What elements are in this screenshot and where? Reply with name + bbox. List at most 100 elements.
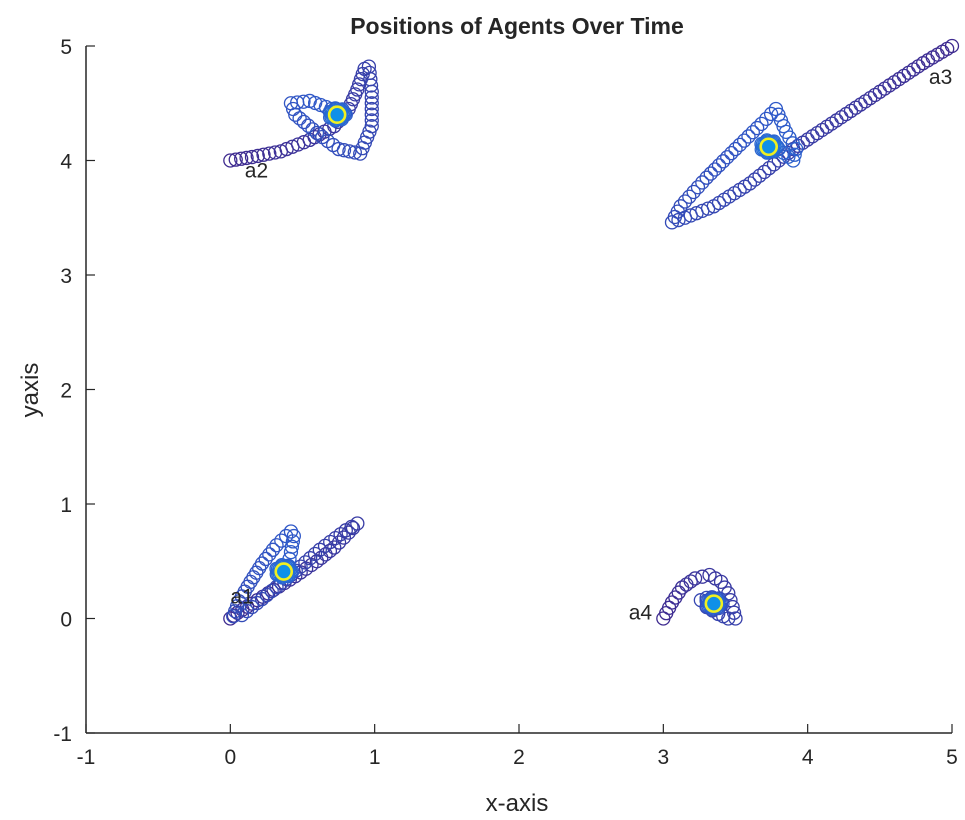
trajectory-point	[254, 591, 270, 607]
trajectory-point	[331, 535, 347, 550]
trajectory-point	[363, 78, 379, 93]
axes: -1 0 1 2 3 4 5 -1 0 1 2 3 4 5	[53, 36, 958, 769]
trajectory-point	[747, 172, 762, 187]
x-tick-label: 5	[946, 746, 958, 769]
trajectory-point	[256, 147, 271, 162]
trajectory-point	[244, 599, 260, 615]
trajectory-point	[353, 146, 368, 161]
trajectory-point	[695, 175, 710, 190]
trajectory-point	[673, 199, 688, 214]
agent-trajectory-a3	[664, 38, 960, 230]
trajectory-point	[264, 583, 279, 599]
x-tick-label: 1	[369, 746, 381, 769]
agent-label: a3	[929, 66, 952, 89]
x-tick-label: 0	[224, 746, 236, 769]
trajectory-point	[364, 107, 379, 122]
trajectory-point	[296, 114, 312, 130]
trajectory-point	[228, 152, 243, 167]
trajectory-point	[364, 90, 379, 105]
trajectory-point	[707, 162, 723, 177]
trajectory-point	[244, 149, 260, 165]
final-position-marker	[274, 562, 294, 581]
trajectory-point	[338, 523, 353, 538]
trajectory-point	[296, 94, 311, 109]
agent-label: a4	[629, 602, 653, 625]
trajectory-point	[699, 170, 714, 185]
trajectory-point	[781, 149, 796, 164]
trajectory-point	[285, 534, 301, 549]
final-position-marker	[704, 594, 724, 613]
trajectory-point	[364, 96, 379, 111]
trajectory-point	[265, 542, 281, 557]
trajectory-point	[298, 555, 313, 570]
trajectory-point	[682, 189, 697, 204]
trajectory-point	[752, 168, 767, 183]
trajectory-point	[787, 147, 802, 162]
trajectory-point	[745, 125, 760, 140]
trajectory-point	[754, 116, 769, 132]
agent-label: a2	[245, 160, 268, 183]
trajectory-point	[687, 571, 703, 586]
agent-trajectory-a4	[656, 567, 743, 626]
trajectory-point	[750, 120, 765, 136]
trajectory-point	[286, 528, 301, 544]
trajectory-point	[234, 607, 250, 623]
trajectory-point	[757, 164, 772, 180]
trajectory-point	[347, 145, 362, 160]
final-position-marker	[759, 137, 778, 157]
y-tick-label: 1	[60, 494, 72, 517]
x-axis-label: x-axis	[486, 790, 549, 817]
trajectory-point	[342, 144, 357, 159]
y-tick-label: 3	[60, 265, 72, 288]
x-tick-label: 2	[513, 746, 525, 769]
trajectory-point	[741, 129, 756, 144]
trajectory-point	[732, 137, 747, 153]
trajectory-point	[309, 125, 325, 141]
trajectory-point	[274, 533, 289, 548]
trajectory-point	[724, 145, 739, 161]
trajectory-point	[323, 534, 338, 550]
agent-trajectory-a1	[223, 516, 365, 626]
y-tick-label: -1	[53, 723, 72, 746]
trajectory-point	[309, 554, 325, 569]
trajectory-point	[763, 106, 779, 122]
chart-title: Positions of Agents Over Time	[350, 13, 684, 39]
trajectory-point	[715, 154, 731, 169]
y-tick-label: 0	[60, 609, 72, 632]
x-tick-label: -1	[77, 746, 96, 769]
trajectory-point	[283, 544, 299, 560]
trajectory-point	[303, 551, 318, 566]
trajectory-point	[364, 84, 379, 99]
trajectory-point	[762, 160, 777, 176]
y-tick-label: 5	[60, 36, 72, 59]
trajectory-point	[262, 146, 277, 161]
trajectory-point	[726, 605, 742, 620]
agent-label: a1	[230, 586, 253, 609]
trajectory-point	[677, 194, 693, 209]
trajectory-point	[737, 133, 752, 148]
trajectory-point	[720, 150, 735, 165]
trajectory-point	[250, 148, 265, 164]
trajectory-point	[671, 212, 686, 228]
trajectory-point	[269, 538, 284, 553]
agent-trajectory-a2	[223, 59, 379, 168]
trajectory-point	[781, 145, 796, 161]
trajectory-point	[239, 603, 255, 619]
trajectory-point	[322, 543, 338, 559]
trajectory-point	[254, 556, 270, 571]
trajectory-point	[305, 122, 320, 137]
trajectory-point	[283, 524, 299, 539]
trajectory-point	[686, 184, 701, 200]
trajectory-point	[690, 180, 706, 195]
trajectory-point	[223, 153, 238, 168]
trajectory-point	[307, 546, 323, 562]
trajectory-point	[336, 530, 352, 545]
trajectory-point	[711, 158, 727, 173]
trajectory-point	[364, 113, 379, 128]
trajectory-point	[312, 542, 327, 557]
trajectory-point	[301, 118, 316, 133]
trajectory-point	[317, 538, 333, 554]
trajectory-point	[728, 141, 743, 157]
